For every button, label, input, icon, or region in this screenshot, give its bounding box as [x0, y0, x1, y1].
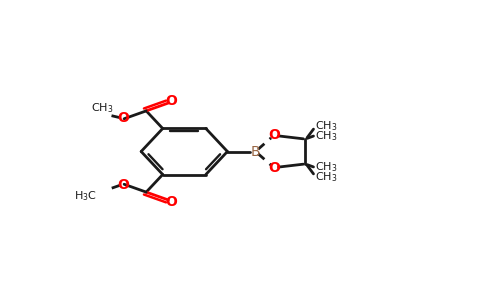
Text: O: O	[268, 128, 280, 142]
Text: O: O	[268, 160, 280, 175]
Text: O: O	[118, 111, 129, 125]
Text: H$_3$C: H$_3$C	[74, 189, 97, 203]
Text: O: O	[166, 94, 177, 108]
Text: CH$_3$: CH$_3$	[315, 129, 337, 143]
Text: B: B	[251, 145, 260, 158]
Text: CH$_3$: CH$_3$	[315, 170, 337, 184]
Text: CH$_3$: CH$_3$	[315, 119, 337, 133]
Text: CH$_3$: CH$_3$	[315, 160, 337, 174]
Text: O: O	[118, 178, 129, 192]
Text: CH$_3$: CH$_3$	[91, 101, 113, 115]
Text: O: O	[166, 195, 177, 209]
